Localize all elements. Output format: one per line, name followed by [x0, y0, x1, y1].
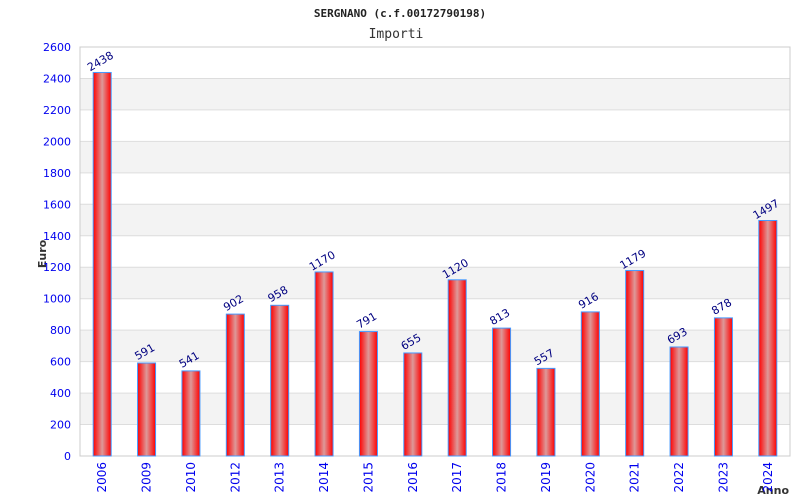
y-tick-label: 2200 — [43, 104, 71, 117]
grid-band — [80, 47, 790, 79]
y-axis-label: Euro — [36, 239, 49, 268]
y-tick-label: 400 — [50, 387, 71, 400]
bar — [358, 331, 378, 457]
bar — [447, 279, 467, 457]
y-tick-label: 1400 — [43, 230, 71, 243]
bar — [580, 311, 600, 457]
x-tick-label: 2012 — [228, 462, 242, 493]
bar — [758, 220, 778, 457]
grid-band — [80, 172, 790, 205]
x-tick-label: 2024 — [761, 462, 775, 493]
grid-band — [80, 298, 790, 331]
y-tick-label: 2400 — [43, 72, 71, 85]
bar — [314, 271, 334, 457]
x-tick-label: 2020 — [583, 462, 597, 493]
x-tick-label: 2014 — [317, 462, 331, 493]
grid-band — [80, 267, 790, 299]
bar — [270, 304, 290, 457]
y-tick-label: 1000 — [43, 293, 71, 306]
bar — [536, 367, 556, 457]
plot-frame — [79, 46, 791, 457]
x-tick-label: 2019 — [539, 462, 553, 493]
grid-band — [80, 235, 790, 268]
x-tick-label: 2017 — [450, 462, 464, 493]
y-tick-label: 200 — [50, 419, 71, 432]
x-tick-label: 2016 — [406, 462, 420, 493]
chart-title: SERGNANO (c.f.00172790198) — [314, 7, 486, 20]
bar — [625, 270, 645, 457]
bar — [137, 362, 157, 457]
bar — [225, 313, 245, 457]
y-tick-label: 800 — [50, 324, 71, 337]
bar — [492, 327, 512, 457]
grid-band — [80, 204, 790, 236]
x-axis-label: Anno — [757, 484, 789, 497]
bar — [403, 352, 423, 457]
x-tick-label: 2018 — [495, 462, 509, 493]
chart-subtitle: Importi — [369, 27, 424, 42]
bar — [92, 71, 112, 457]
x-tick-label: 2021 — [628, 462, 642, 493]
y-tick-label: 600 — [50, 356, 71, 369]
x-tick-label: 2006 — [95, 462, 109, 493]
x-tick-label: 2010 — [184, 462, 198, 493]
x-tick-label: 2023 — [716, 462, 730, 493]
grid-band — [80, 109, 790, 142]
grid-band — [80, 78, 790, 110]
bar — [669, 346, 689, 457]
y-tick-label: 2000 — [43, 135, 71, 148]
x-tick-label: 2013 — [273, 462, 287, 493]
y-tick-label: 2600 — [43, 41, 71, 54]
y-tick-label: 0 — [64, 450, 71, 463]
bar — [181, 370, 201, 457]
grid-band — [80, 141, 790, 173]
y-tick-label: 1600 — [43, 198, 71, 211]
x-tick-label: 2009 — [140, 462, 154, 493]
x-tick-label: 2022 — [672, 462, 686, 493]
y-tick-label: 1800 — [43, 167, 71, 180]
y-tick-label: 1200 — [43, 261, 71, 274]
x-tick-label: 2015 — [361, 462, 375, 493]
bar — [713, 317, 733, 457]
